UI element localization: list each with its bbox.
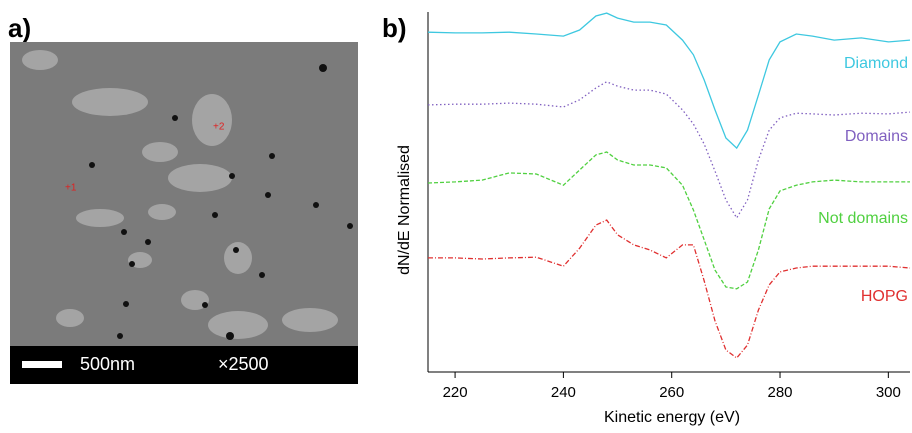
magnification: ×2500 [218, 354, 269, 374]
x-tick-label: 260 [659, 384, 684, 401]
pits [89, 64, 353, 340]
series-line [427, 151, 910, 290]
sem-image: +1 +2 500nm ×2500 [10, 42, 358, 384]
panel-label: b) [382, 13, 407, 43]
x-tick-label: 220 [443, 384, 468, 401]
x-tick-label: 300 [876, 384, 901, 401]
series-label: Domains [845, 128, 908, 145]
series-label: Diamond [844, 55, 908, 72]
series-label: HOPG [861, 288, 908, 305]
scale-bar [22, 361, 62, 368]
series-line [428, 219, 911, 359]
series-line [427, 81, 911, 220]
y-axis-title: dN/dE Normalised [396, 145, 413, 275]
x-axis-title: Kinetic energy (eV) [604, 409, 740, 426]
marker: +2 [213, 122, 225, 133]
scale-label: 500nm [80, 354, 135, 374]
x-tick-label: 280 [768, 384, 793, 401]
info-bar [10, 346, 358, 384]
series-label: Not domains [818, 210, 908, 227]
x-tick-label: 240 [551, 384, 576, 401]
light-domains [22, 50, 338, 339]
series-line [427, 12, 911, 150]
marker: +1 [65, 183, 77, 194]
panel-label: a) [8, 13, 31, 43]
